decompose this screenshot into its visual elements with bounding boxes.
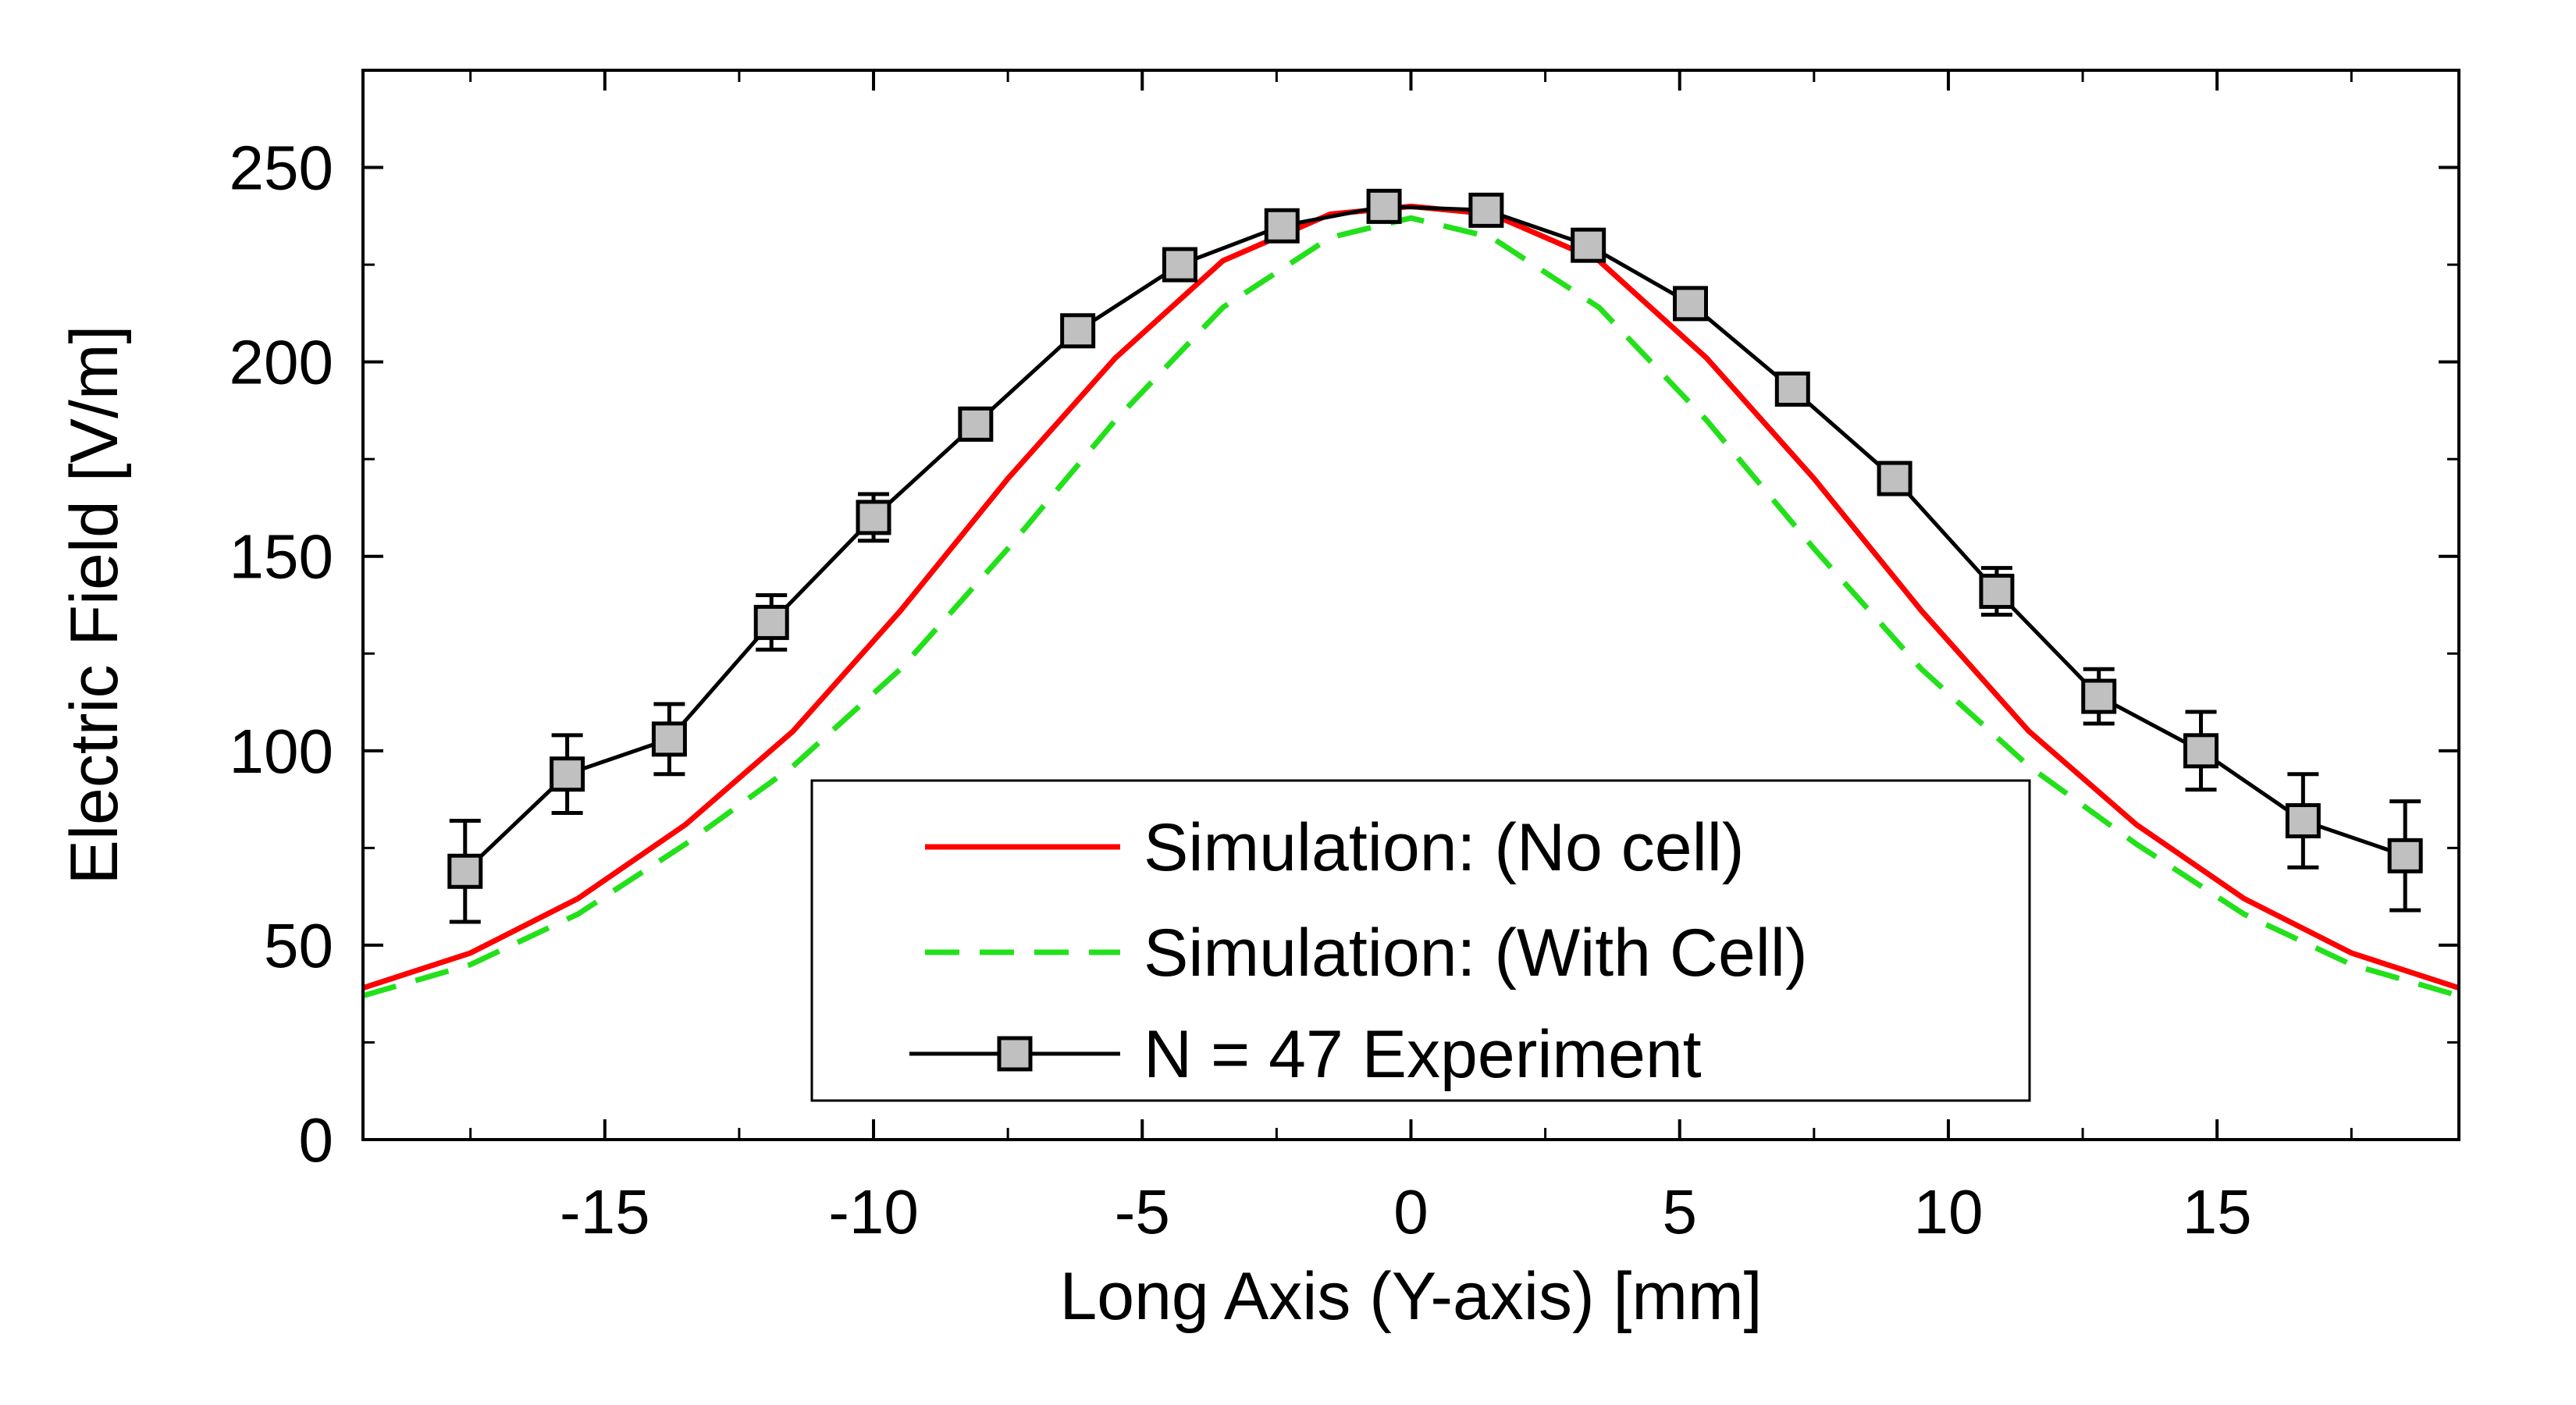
x-tick-label: 5	[1662, 1177, 1697, 1247]
legend: Simulation: (No cell) Simulation: (With C…	[810, 779, 2031, 1102]
series-2	[363, 215, 2459, 999]
data-point	[1571, 227, 1606, 263]
data-point	[1877, 461, 1912, 496]
x-axis-title: Long Axis (Y-axis) [mm]	[1059, 1259, 1762, 1334]
legend-label: Simulation: (No cell)	[1144, 810, 1744, 885]
legend-label: N = 47 Experiment	[1144, 1017, 1702, 1092]
data-point	[1468, 192, 1504, 228]
series-line	[363, 215, 2459, 999]
x-tick-label: 0	[1393, 1177, 1429, 1247]
y-axis-title: Electric Field [V/m]	[57, 325, 132, 885]
data-point	[2183, 733, 2219, 769]
y-tick-label: 250	[229, 133, 333, 203]
legend-entry-3: N = 47 Experiment	[909, 1017, 1702, 1092]
data-point	[2387, 838, 2423, 873]
x-tick-label: 15	[2183, 1177, 2252, 1247]
data-point	[1060, 313, 1096, 349]
x-tick-label: 10	[1913, 1177, 1983, 1247]
data-point	[2285, 802, 2321, 838]
x-tick-label: -10	[828, 1177, 919, 1247]
x-tick-label: -15	[560, 1177, 650, 1247]
data-point	[550, 756, 585, 792]
data-point	[1264, 208, 1300, 244]
y-tick-label: 150	[229, 522, 333, 592]
series-3	[447, 188, 2423, 924]
y-tick-label: 0	[299, 1105, 334, 1175]
data-point	[1979, 574, 2015, 610]
series-layer	[363, 188, 2459, 999]
data-point	[1774, 372, 1810, 407]
data-point	[958, 406, 994, 442]
legend-label: Simulation: (With Cell)	[1144, 916, 1808, 991]
data-point	[651, 721, 687, 757]
y-tick-label: 100	[229, 717, 333, 786]
x-tick-label: -5	[1115, 1177, 1170, 1247]
data-point	[1366, 188, 1402, 224]
legend-entry-1: Simulation: (No cell)	[925, 810, 1744, 885]
y-tick-label: 50	[264, 911, 333, 980]
y-tick-label: 200	[229, 328, 333, 397]
data-point	[753, 604, 789, 640]
legend-entry-2: Simulation: (With Cell)	[925, 916, 1808, 991]
data-point	[447, 853, 483, 889]
data-point	[1162, 247, 1197, 283]
data-point	[1673, 286, 1708, 322]
data-point	[2081, 678, 2117, 714]
data-point	[856, 500, 891, 535]
legend-entries: Simulation: (No cell) Simulation: (With C…	[909, 810, 1808, 1092]
legend-swatch-marker	[997, 1036, 1033, 1072]
